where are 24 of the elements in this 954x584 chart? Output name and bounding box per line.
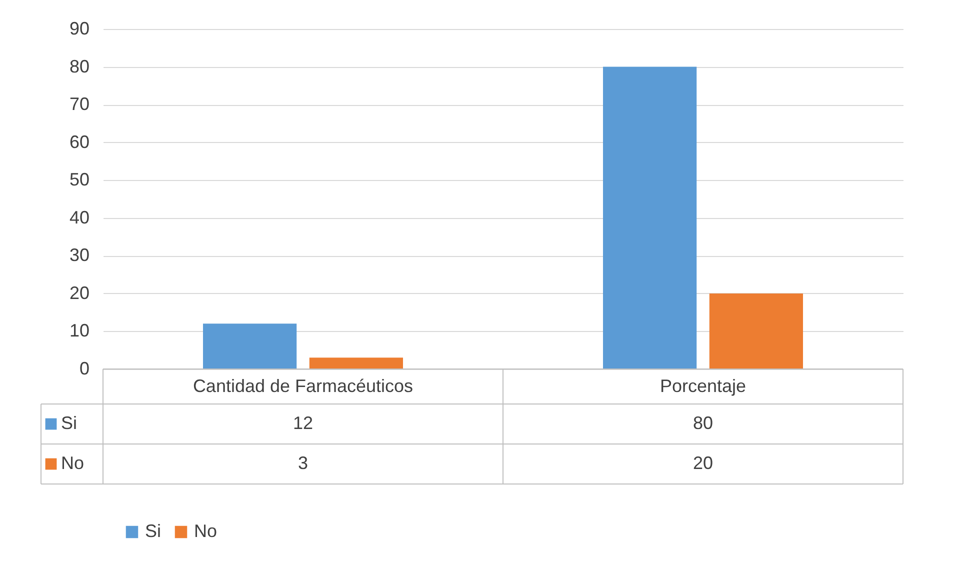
text: Si (145, 521, 162, 541)
data-label: 20 (692, 453, 714, 473)
y-tick-label: 70 (69, 94, 90, 114)
x-tick-label: Porcentaje (660, 376, 746, 396)
y-tick-label: 40 (69, 207, 90, 228)
y-tick-label: 60 (69, 132, 90, 152)
legend-label: Si (61, 413, 78, 433)
bar (309, 358, 403, 369)
bar (603, 66, 697, 369)
y-tick-label: 50 (69, 170, 90, 190)
text: No (61, 453, 84, 473)
y-tick-label: 10 (69, 320, 90, 341)
y-tick-label: 0 (79, 358, 90, 378)
x-tick-label: Cantidad de Farmacéuticos (192, 376, 414, 396)
bar (709, 293, 803, 369)
y-tick-label: 20 (69, 282, 90, 303)
bar (203, 324, 297, 369)
y-tick-label: 30 (69, 245, 90, 266)
legend-label: No (194, 521, 218, 541)
y-tick-label: 80 (69, 56, 90, 76)
data-label: 80 (692, 413, 714, 433)
y-tick-label: 90 (69, 18, 90, 38)
data-label: 12 (292, 413, 314, 433)
data-label: 3 (298, 453, 308, 473)
